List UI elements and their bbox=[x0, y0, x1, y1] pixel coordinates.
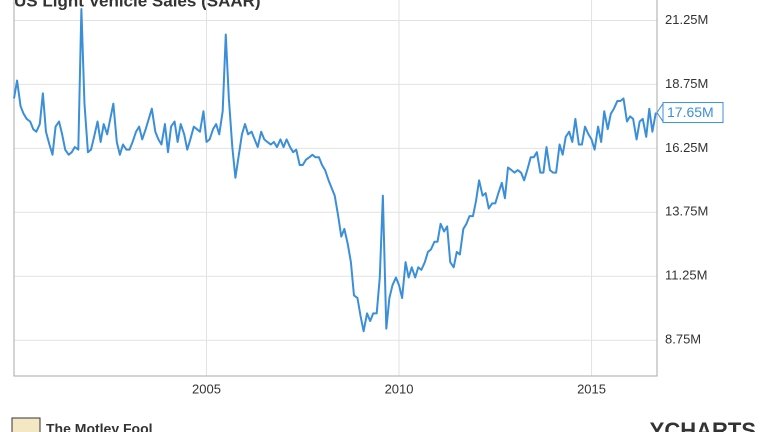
x-tick-label: 2005 bbox=[192, 381, 221, 396]
x-tick-label: 2015 bbox=[577, 381, 606, 396]
plot-frame bbox=[13, 0, 658, 377]
y-tick-label: 21.25M bbox=[665, 12, 708, 27]
logo-icon bbox=[11, 417, 41, 432]
y-tick-label: 11.25M bbox=[665, 268, 707, 283]
line-series bbox=[13, 7, 657, 333]
y-tick-label: 18.75M bbox=[665, 76, 708, 91]
end-label: 17.65M bbox=[667, 104, 714, 120]
y-tick-label: 16.25M bbox=[665, 140, 708, 155]
source-left: The Motley Fool bbox=[46, 421, 153, 432]
end-label-box bbox=[662, 102, 724, 124]
x-tick-label: 2010 bbox=[385, 381, 414, 396]
y-tick-label: 8.75M bbox=[665, 332, 701, 347]
source-right: YCHARTS bbox=[650, 418, 756, 432]
y-tick-label: 13.75M bbox=[665, 204, 708, 219]
chart-title: US Light Vehicle Sales (SAAR) bbox=[14, 0, 261, 10]
